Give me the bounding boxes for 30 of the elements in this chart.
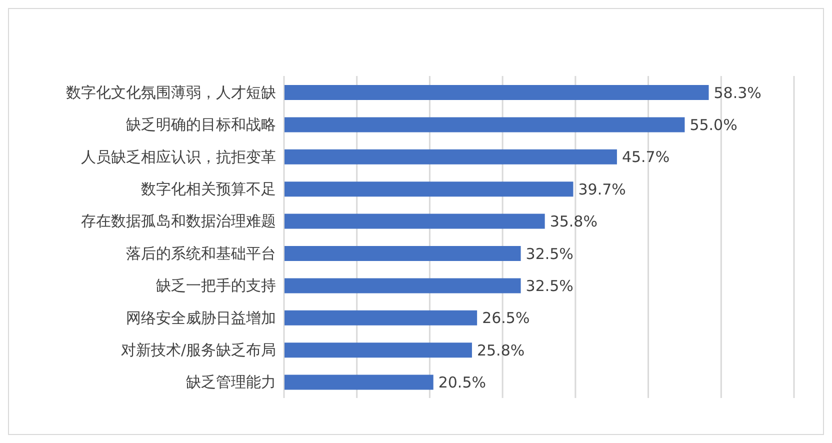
- y-tick-label: 缺乏管理能力: [186, 373, 276, 392]
- bar: [284, 374, 434, 390]
- y-tick-label: 数字化文化氛围薄弱，人才短缺: [66, 83, 276, 102]
- data-label: 35.8%: [550, 212, 598, 231]
- bar: [284, 278, 521, 294]
- data-label: 32.5%: [526, 277, 574, 296]
- data-label: 25.8%: [476, 341, 525, 360]
- y-tick-label: 人员缺乏相应认识，抗拒变革: [81, 148, 276, 166]
- data-label: 58.3%: [714, 84, 762, 102]
- y-tick-label: 缺乏一把手的支持: [156, 276, 276, 295]
- y-tick-label: 网络安全威胁日益增加: [126, 308, 276, 327]
- bar: [284, 117, 685, 132]
- y-tick-label: 存在数据孤岛和数据治理难题: [81, 212, 276, 230]
- data-label: 20.5%: [438, 374, 486, 392]
- bar: [284, 214, 545, 229]
- y-tick-label: 落后的系统和基础平台: [126, 244, 276, 262]
- y-tick-label: 数字化相关预算不足: [141, 180, 276, 198]
- bar: [284, 85, 709, 100]
- bar: [284, 182, 574, 197]
- bar: [284, 310, 478, 326]
- bar: [284, 149, 617, 164]
- data-label: 26.5%: [482, 309, 530, 328]
- bar: [284, 246, 521, 261]
- bar: [284, 342, 472, 358]
- y-tick-label: 对新技术/服务缺乏布局: [120, 341, 276, 360]
- y-tick-label: 缺乏明确的目标和战略: [126, 116, 276, 134]
- data-label: 45.7%: [622, 148, 670, 166]
- data-label: 39.7%: [578, 180, 626, 198]
- data-label: 32.5%: [526, 244, 574, 263]
- data-label: 55.0%: [690, 116, 738, 134]
